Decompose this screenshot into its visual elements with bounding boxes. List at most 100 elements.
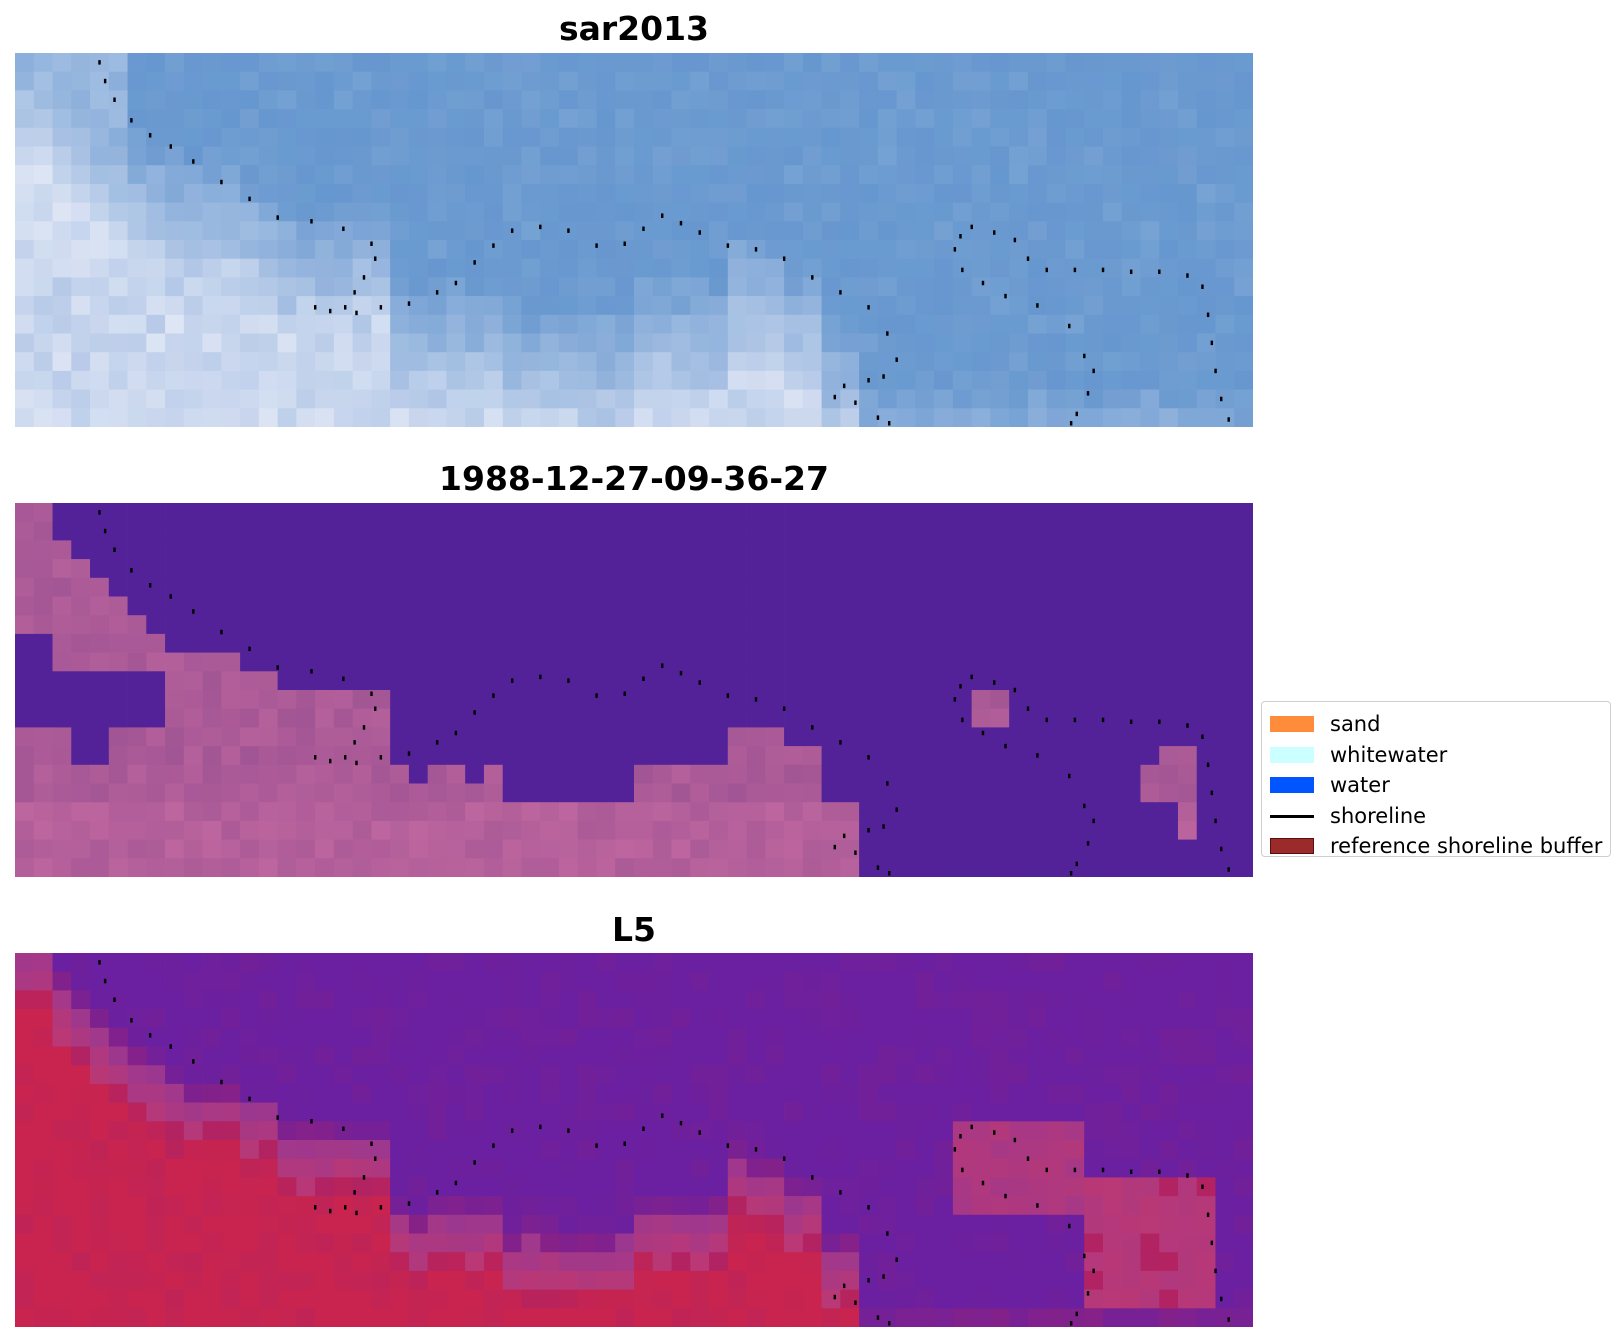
pixel — [333, 596, 354, 616]
pixel — [802, 1121, 822, 1141]
pixel — [1102, 839, 1123, 859]
pixel — [840, 858, 860, 877]
pixel — [1215, 1233, 1235, 1253]
pixel — [558, 1158, 579, 1178]
pixel — [990, 370, 1010, 390]
pixel — [333, 165, 354, 185]
pixel — [596, 1046, 616, 1066]
pixel — [277, 802, 297, 822]
pixel — [690, 577, 710, 597]
pixel — [746, 1065, 766, 1085]
pixel — [427, 559, 447, 579]
pixel — [784, 370, 804, 390]
pixel — [258, 1009, 278, 1029]
pixel — [427, 503, 447, 523]
pixel — [615, 858, 635, 877]
pixel — [408, 90, 429, 110]
pixel — [277, 1121, 297, 1141]
pixel — [390, 615, 410, 635]
pixel — [165, 53, 185, 73]
pixel — [690, 90, 710, 110]
shoreline-dot — [329, 758, 332, 764]
pixel — [1215, 1196, 1235, 1216]
shoreline-dot — [362, 725, 366, 730]
pixel — [1046, 1065, 1066, 1085]
pixel — [859, 802, 879, 822]
pixel — [840, 183, 860, 203]
pixel — [221, 1158, 241, 1178]
pixel — [784, 1027, 804, 1047]
pixel — [108, 953, 128, 973]
pixel — [690, 127, 710, 147]
pixel — [427, 802, 447, 822]
pixel — [221, 971, 241, 991]
shoreline-dot — [374, 706, 377, 711]
pixel — [371, 90, 391, 110]
pixel — [390, 990, 410, 1010]
shoreline-dot — [961, 1167, 964, 1173]
pixel — [408, 521, 429, 541]
pixel — [1159, 183, 1179, 203]
pixel — [240, 746, 260, 766]
pixel — [427, 333, 447, 353]
pixel — [859, 990, 879, 1010]
pixel — [558, 503, 579, 523]
shoreline-dot — [887, 1321, 891, 1326]
pixel — [33, 1046, 53, 1066]
pixel — [952, 165, 973, 185]
pixel — [690, 820, 710, 840]
pixel — [596, 858, 616, 877]
pixel — [652, 71, 672, 91]
pixel — [802, 1046, 822, 1066]
pixel — [727, 183, 747, 203]
pixel — [52, 1102, 72, 1122]
shoreline-dot — [1036, 303, 1039, 308]
pixel — [859, 1009, 879, 1029]
pixel — [127, 652, 147, 672]
pixel — [71, 1177, 91, 1197]
pixel — [371, 389, 391, 409]
pixel — [108, 352, 128, 372]
pixel — [1084, 1270, 1104, 1290]
pixel — [990, 1102, 1010, 1122]
pixel — [540, 727, 560, 747]
pixel — [652, 1009, 672, 1029]
pixel — [896, 183, 916, 203]
pixel — [427, 240, 447, 260]
pixel — [1046, 1121, 1066, 1141]
pixel — [1196, 1121, 1216, 1141]
pixel — [671, 671, 691, 691]
pixel — [1215, 370, 1235, 390]
pixel — [33, 990, 53, 1010]
pixel — [1121, 1083, 1141, 1103]
pixel — [1009, 296, 1029, 316]
pixel — [671, 1158, 691, 1178]
pixel — [652, 633, 672, 653]
pixel — [652, 53, 672, 73]
pixel — [390, 596, 410, 616]
pixel — [1177, 53, 1198, 73]
pixel — [671, 296, 691, 316]
pixel — [615, 953, 635, 973]
pixel — [1121, 671, 1141, 691]
pixel — [652, 258, 672, 278]
pixel — [446, 109, 466, 129]
pixel — [802, 521, 822, 541]
pixel — [1102, 858, 1123, 877]
pixel — [746, 671, 766, 691]
pixel — [52, 296, 72, 316]
pixel — [165, 1270, 185, 1290]
pixel — [727, 1121, 747, 1141]
pixel — [1196, 746, 1216, 766]
shoreline-dot — [1083, 353, 1086, 359]
pixel — [709, 858, 729, 877]
pixel — [1084, 764, 1104, 784]
pixel — [521, 1252, 541, 1272]
pixel — [577, 109, 597, 129]
pixel — [746, 90, 766, 110]
shoreline-dot — [867, 828, 870, 833]
pixel — [1102, 202, 1123, 222]
pixel — [1027, 820, 1048, 840]
legend-item-shoreline: shoreline — [1262, 800, 1610, 831]
pixel — [183, 1196, 203, 1216]
